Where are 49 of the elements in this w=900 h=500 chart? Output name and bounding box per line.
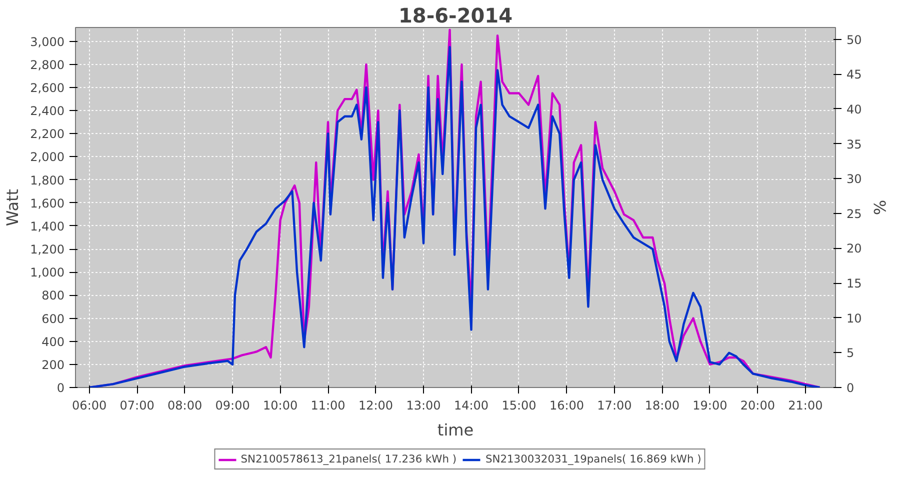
- legend-label: SN2100578613_21panels( 17.236 kWh ): [240, 452, 456, 466]
- y2-tick-label: 35: [846, 137, 862, 152]
- y-tick-label: 0: [56, 381, 65, 395]
- x-tick-label: 08:00: [168, 398, 202, 412]
- y-tick-label: 200: [42, 358, 64, 372]
- y2-tick-label: 45: [846, 68, 862, 82]
- y-tick-label: 1,000: [30, 266, 65, 280]
- x-tick-label: 16:00: [549, 398, 584, 412]
- y-tick-label: 1,800: [30, 173, 65, 188]
- y-tick-label: 1,600: [30, 196, 65, 210]
- y-tick-label: 600: [42, 312, 64, 326]
- y-tick-label: 2,000: [30, 150, 65, 164]
- y-tick-label: 2,400: [30, 104, 65, 118]
- legend-label: SN2130032031_19panels( 16.869 kWh ): [486, 452, 702, 466]
- y2-tick-label: 10: [846, 311, 862, 326]
- chart-title: 18-6-2014: [398, 4, 513, 28]
- y2-tick-label: 0: [846, 381, 854, 395]
- y2-tick-label: 5: [846, 346, 854, 360]
- y2-axis-title: %: [870, 200, 889, 216]
- y-tick-label: 2,800: [30, 58, 65, 72]
- x-tick-label: 18:00: [644, 398, 680, 412]
- y-tick-label: 400: [42, 334, 64, 349]
- x-tick-label: 20:00: [740, 398, 775, 412]
- x-tick-label: 09:00: [215, 398, 250, 412]
- x-tick-label: 07:00: [120, 398, 154, 412]
- x-tick-label: 19:00: [692, 398, 728, 412]
- x-tick-label: 14:00: [454, 398, 489, 412]
- y-tick-label: 1,200: [30, 242, 65, 257]
- y-tick-label: 1,400: [30, 219, 65, 234]
- y2-tick-label: 50: [846, 32, 862, 47]
- y2-tick-label: 30: [846, 172, 862, 186]
- x-tick-label: 21:00: [788, 398, 823, 412]
- y2-tick-label: 40: [846, 102, 862, 116]
- y2-tick-label: 15: [846, 276, 862, 291]
- y-tick-label: 2,600: [30, 81, 65, 95]
- x-tick-label: 15:00: [502, 398, 536, 412]
- y-tick-label: 800: [42, 288, 64, 303]
- y-axis-title: Watt: [3, 188, 22, 226]
- y-tick-label: 3,000: [30, 34, 65, 49]
- y2-tick-label: 25: [846, 206, 862, 221]
- x-tick-label: 10:00: [263, 398, 298, 412]
- x-tick-label: 17:00: [597, 398, 632, 412]
- x-tick-label: 13:00: [406, 398, 441, 412]
- x-axis-title: time: [437, 420, 474, 440]
- x-tick-label: 11:00: [310, 398, 346, 412]
- y-tick-label: 2,200: [30, 127, 65, 142]
- x-tick-label: 12:00: [358, 398, 394, 412]
- y2-tick-label: 20: [846, 242, 862, 256]
- x-tick-label: 06:00: [72, 398, 107, 412]
